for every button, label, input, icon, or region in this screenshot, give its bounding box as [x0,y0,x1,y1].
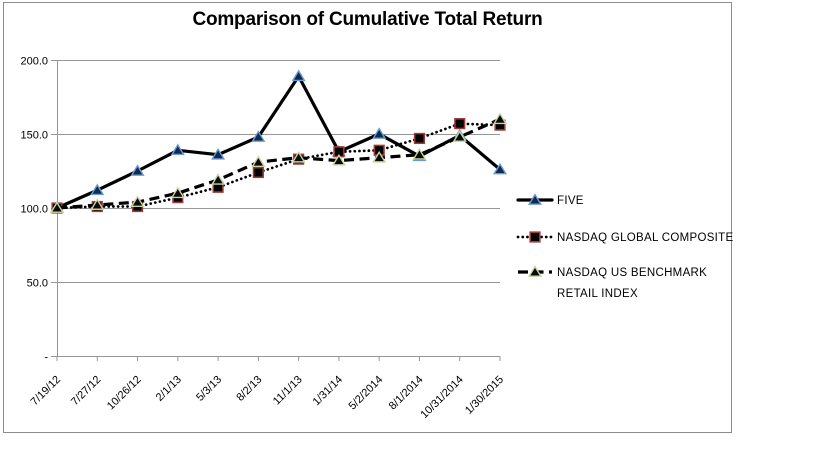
marker-square-nasdaq-global-composite [454,118,466,130]
marker-square-nasdaq-global-composite [413,132,426,145]
marker-triangle-nasdaq-us-benchmark-retail-index [331,153,346,166]
marker-triangle-nasdaq-us-benchmark-retail-index [372,150,387,163]
marker-triangle-five [170,143,185,156]
marker-triangle-five [130,164,145,176]
marker-triangle-nasdaq-us-benchmark-retail-index [49,201,65,213]
marker-triangle-nasdaq-us-benchmark-retail-index [412,147,427,160]
marker-triangle-five [90,183,105,196]
marker-triangle-nasdaq-us-benchmark-retail-index [170,186,185,199]
marker-triangle-five [492,162,508,175]
marker-triangle-nasdaq-us-benchmark-retail-index [492,112,508,125]
marker-triangle-nasdaq-us-benchmark-retail-index [211,173,226,185]
y-axis-label: - [44,352,48,364]
marker-triangle-nasdaq-us-benchmark-retail-index [90,198,105,210]
marker-triangle-five [291,69,306,82]
marker-square-nasdaq-global-composite [529,231,541,243]
chart-title: Comparison of Cumulative Total Return [192,9,543,30]
marker-triangle-nasdaq-us-benchmark-retail-index [251,155,266,168]
marker-triangle-five [251,130,266,142]
y-axis-label: 200.0 [20,56,48,68]
marker-triangle-nasdaq-us-benchmark-retail-index [291,150,306,163]
legend-label: NASDAQ GLOBAL COMPOSITE [557,232,733,244]
marker-triangle-five [372,127,387,139]
legend-label: RETAIL INDEX [557,288,638,300]
y-axis-label: 150.0 [20,130,48,142]
marker-triangle-five [527,193,543,205]
marker-triangle-five [211,147,226,160]
marker-triangle-nasdaq-us-benchmark-retail-index [452,130,467,142]
legend-label: FIVE [557,195,584,207]
y-axis-label: 100.0 [20,204,48,216]
series-line-nasdaq-us-benchmark-retail-index [56,117,501,210]
chart-frame-border [3,2,732,433]
marker-square-nasdaq-global-composite [252,166,264,179]
y-axis-label: 50.0 [27,278,48,290]
legend-label: NASDAQ US BENCHMARK [557,267,707,279]
marker-triangle-nasdaq-us-benchmark-retail-index [527,265,543,277]
marker-triangle-nasdaq-us-benchmark-retail-index [130,195,145,207]
